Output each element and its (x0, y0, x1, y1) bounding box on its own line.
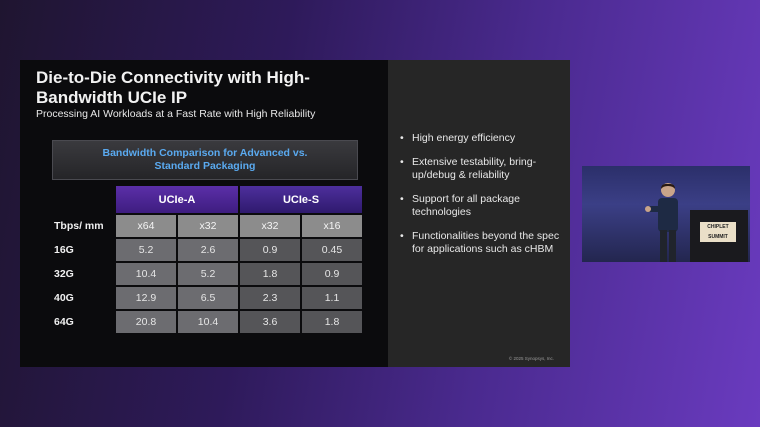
table-cell: 0.9 (240, 239, 300, 261)
table-cell: 20.8 (116, 311, 176, 333)
group-ucie-s: UCIe-S (240, 186, 362, 213)
row-label: 64G (54, 316, 74, 328)
table-banner: Bandwidth Comparison for Advanced vs. St… (52, 140, 358, 180)
table-cell: 1.8 (240, 263, 300, 285)
table-cell: 3.6 (240, 311, 300, 333)
speaker-figure (645, 183, 678, 262)
slide-main-panel: Die-to-Die Connectivity with High-Bandwi… (20, 60, 388, 367)
table-cell: 10.4 (178, 311, 238, 333)
table-cell: 10.4 (116, 263, 176, 285)
bullet-item: High energy efficiency (400, 132, 565, 145)
table-cell: 0.9 (302, 263, 362, 285)
table-row: 32G 10.4 5.2 1.8 0.9 (50, 263, 362, 285)
table-cell: 12.9 (116, 287, 176, 309)
column-header: x16 (302, 215, 362, 237)
bullet-list: High energy efficiency Extensive testabi… (400, 132, 565, 267)
slide-title: Die-to-Die Connectivity with High-Bandwi… (36, 68, 310, 107)
banner-text: Bandwidth Comparison for Advanced vs. St… (102, 147, 308, 172)
row-label: 32G (54, 268, 74, 280)
table-corner (50, 186, 114, 213)
podium-sign: CHIPLET SUMMIT (700, 222, 736, 242)
row-label: 16G (54, 244, 74, 256)
table-cell: 2.6 (178, 239, 238, 261)
table-row: 16G 5.2 2.6 0.9 0.45 (50, 239, 362, 261)
column-header: x32 (178, 215, 238, 237)
bullet-item: Support for all package technologies (400, 193, 565, 219)
bullet-item: Functionalities beyond the spec for appl… (400, 230, 565, 256)
column-header: x64 (116, 215, 176, 237)
slide-bullet-panel: High energy efficiency Extensive testabi… (388, 60, 570, 367)
table-cell: 1.8 (302, 311, 362, 333)
table-cell: 0.45 (302, 239, 362, 261)
table-cell: 5.2 (178, 263, 238, 285)
bandwidth-table: UCIe-A UCIe-S Tbps/ mm x64 x32 x32 x16 1… (48, 184, 364, 335)
bullet-item: Extensive testability, bring-up/debug & … (400, 156, 565, 182)
copyright-text: © 2025 Synopsys, Inc. (508, 356, 554, 361)
table-cell: 6.5 (178, 287, 238, 309)
table-cell: 1.1 (302, 287, 362, 309)
group-ucie-a: UCIe-A (116, 186, 238, 213)
speaker-video-inset: CHIPLET SUMMIT (582, 166, 750, 262)
table-row: 40G 12.9 6.5 2.3 1.1 (50, 287, 362, 309)
table-cell: 5.2 (116, 239, 176, 261)
table-cell: 2.3 (240, 287, 300, 309)
column-header: x32 (240, 215, 300, 237)
row-label: 40G (54, 292, 74, 304)
table-row: 64G 20.8 10.4 3.6 1.8 (50, 311, 362, 333)
header-label: Tbps/ mm (54, 220, 104, 232)
slide-subtitle: Processing AI Workloads at a Fast Rate w… (36, 108, 316, 120)
